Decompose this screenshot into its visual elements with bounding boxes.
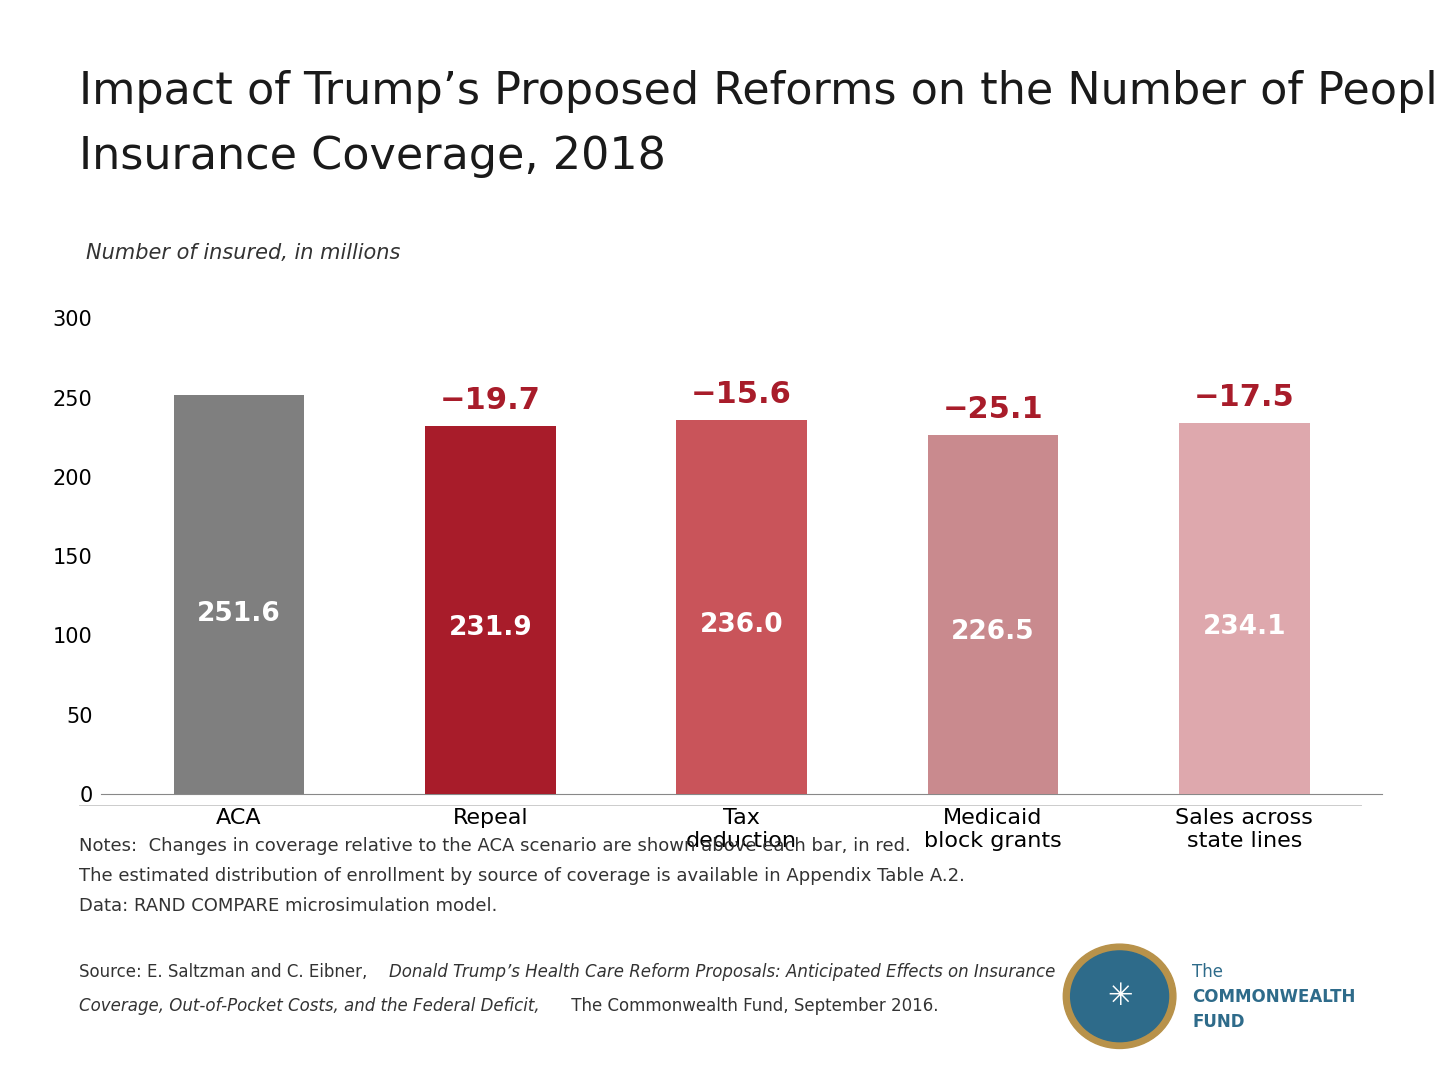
Text: Notes:  Changes in coverage relative to the ACA scenario are shown above each ba: Notes: Changes in coverage relative to t… — [79, 837, 912, 855]
Bar — [174, 395, 304, 794]
Text: Donald Trump’s Health Care Reform Proposals: Anticipated Effects on Insurance: Donald Trump’s Health Care Reform Propos… — [389, 963, 1056, 982]
Text: −15.6: −15.6 — [691, 379, 792, 408]
Circle shape — [1063, 944, 1176, 1049]
Text: ✳: ✳ — [1107, 982, 1132, 1011]
Bar — [1179, 422, 1309, 794]
Text: 251.6: 251.6 — [197, 602, 281, 627]
Text: The estimated distribution of enrollment by source of coverage is available in A: The estimated distribution of enrollment… — [79, 867, 965, 886]
Text: −19.7: −19.7 — [439, 387, 541, 415]
Text: COMMONWEALTH: COMMONWEALTH — [1192, 988, 1355, 1007]
Text: −17.5: −17.5 — [1194, 382, 1295, 411]
Circle shape — [1070, 950, 1169, 1041]
Text: 236.0: 236.0 — [700, 612, 783, 638]
Text: 234.1: 234.1 — [1202, 613, 1286, 639]
Text: 231.9: 231.9 — [448, 616, 533, 642]
Text: Coverage, Out-of-Pocket Costs, and the Federal Deficit,: Coverage, Out-of-Pocket Costs, and the F… — [79, 997, 540, 1015]
Text: −25.1: −25.1 — [943, 394, 1043, 423]
Bar — [677, 420, 806, 794]
Text: The Commonwealth Fund, September 2016.: The Commonwealth Fund, September 2016. — [566, 997, 939, 1015]
Text: Insurance Coverage, 2018: Insurance Coverage, 2018 — [79, 135, 667, 178]
Text: 226.5: 226.5 — [950, 619, 1035, 645]
Text: Impact of Trump’s Proposed Reforms on the Number of People with: Impact of Trump’s Proposed Reforms on th… — [79, 70, 1440, 113]
Text: Data: RAND COMPARE microsimulation model.: Data: RAND COMPARE microsimulation model… — [79, 897, 498, 916]
Text: The: The — [1192, 963, 1224, 982]
Text: Number of insured, in millions: Number of insured, in millions — [86, 243, 400, 264]
Bar — [927, 435, 1058, 794]
Text: Source: E. Saltzman and C. Eibner,: Source: E. Saltzman and C. Eibner, — [79, 963, 373, 982]
Text: FUND: FUND — [1192, 1013, 1244, 1031]
Bar — [425, 427, 556, 794]
